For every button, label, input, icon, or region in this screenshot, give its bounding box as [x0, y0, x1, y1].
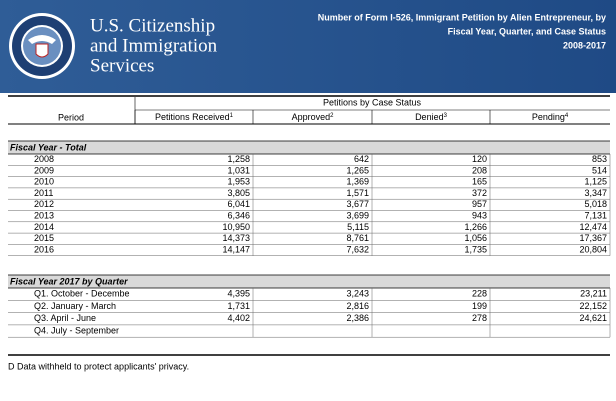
period-cell: 2015: [34, 233, 54, 243]
section-title: Fiscal Year - Total: [10, 142, 87, 152]
value-cell: 3,347: [584, 188, 607, 198]
value-cell: 642: [354, 154, 369, 164]
value-cell: 10,950: [222, 222, 250, 232]
report-title: Fiscal Year, Quarter, and Case Status: [448, 26, 606, 36]
header-banner: [0, 0, 616, 93]
agency-name: U.S. Citizenship: [90, 15, 215, 36]
value-cell: 14,147: [222, 244, 250, 254]
value-cell: 228: [472, 289, 487, 299]
value-cell: 12,474: [579, 222, 607, 232]
period-cell: Q2. January - March: [34, 301, 116, 311]
value-cell: 1,056: [464, 233, 487, 243]
value-cell: 1,731: [227, 301, 250, 311]
value-cell: 2,816: [346, 301, 369, 311]
value-cell: 120: [472, 154, 487, 164]
value-cell: 1,369: [346, 177, 369, 187]
period-cell: Q1. October - Decembe: [34, 289, 130, 299]
period-cell: 2013: [34, 211, 54, 221]
value-cell: 3,243: [346, 289, 369, 299]
period-cell: 2011: [34, 188, 53, 198]
value-cell: 8,761: [346, 233, 369, 243]
period-cell: Q3. April - June: [34, 313, 96, 323]
value-cell: 3,677: [346, 199, 369, 209]
period-cell: 2012: [34, 199, 54, 209]
value-cell: 278: [472, 313, 487, 323]
value-cell: 943: [472, 211, 487, 221]
value-cell: 4,402: [227, 313, 250, 323]
value-cell: 514: [592, 165, 607, 175]
report-title: Number of Form I-526, Immigrant Petition…: [318, 12, 606, 22]
value-cell: 1,031: [227, 165, 250, 175]
value-cell: 7,632: [346, 244, 369, 254]
report-title: 2008-2017: [563, 40, 606, 50]
value-cell: 1,265: [346, 165, 369, 175]
column-header: Approved2: [292, 112, 335, 122]
period-cell: 2016: [34, 244, 54, 254]
period-cell: 2010: [34, 177, 54, 187]
value-cell: 199: [472, 301, 487, 311]
column-header: Denied3: [415, 112, 448, 122]
period-cell: 2009: [34, 165, 54, 175]
column-header: Petitions Received1: [155, 112, 234, 122]
value-cell: 853: [592, 154, 607, 164]
period-cell: 2014: [34, 222, 54, 232]
value-cell: 17,367: [579, 233, 607, 243]
value-cell: 22,152: [579, 301, 607, 311]
value-cell: 1,735: [464, 244, 487, 254]
footnote: D Data withheld to protect applicants' p…: [8, 361, 189, 371]
value-cell: 14,373: [222, 233, 250, 243]
value-cell: 1,266: [464, 222, 487, 232]
value-cell: 165: [472, 177, 487, 187]
value-cell: 6,346: [227, 211, 250, 221]
value-cell: 2,386: [346, 313, 369, 323]
section-band: [8, 141, 610, 154]
value-cell: 5,115: [347, 222, 369, 232]
value-cell: 208: [472, 165, 487, 175]
value-cell: 6,041: [227, 199, 250, 209]
value-cell: 5,018: [584, 199, 607, 209]
section-band: [8, 275, 610, 288]
value-cell: 372: [472, 188, 487, 198]
agency-name: and Immigration: [90, 35, 218, 56]
value-cell: 23,211: [580, 289, 607, 299]
period-cell: 2008: [34, 154, 54, 164]
value-cell: 4,395: [227, 289, 250, 299]
period-cell: Q4. July - September: [34, 325, 119, 335]
section-title: Fiscal Year 2017 by Quarter: [10, 276, 128, 286]
value-cell: 1,125: [584, 177, 607, 187]
value-cell: 24,621: [579, 313, 607, 323]
value-cell: 1,953: [227, 177, 250, 187]
seal: [9, 13, 75, 79]
value-cell: 20,804: [579, 244, 607, 254]
value-cell: 1,258: [227, 154, 250, 164]
value-cell: 3,699: [346, 211, 369, 221]
agency-name: Services: [90, 55, 154, 76]
value-cell: 957: [472, 199, 487, 209]
value-cell: 1,571: [346, 188, 369, 198]
period-header: Period: [58, 112, 84, 122]
value-cell: 3,805: [227, 188, 250, 198]
value-cell: 7,131: [584, 211, 607, 221]
column-header: Pending4: [532, 112, 569, 122]
group-header: Petitions by Case Status: [323, 97, 422, 107]
